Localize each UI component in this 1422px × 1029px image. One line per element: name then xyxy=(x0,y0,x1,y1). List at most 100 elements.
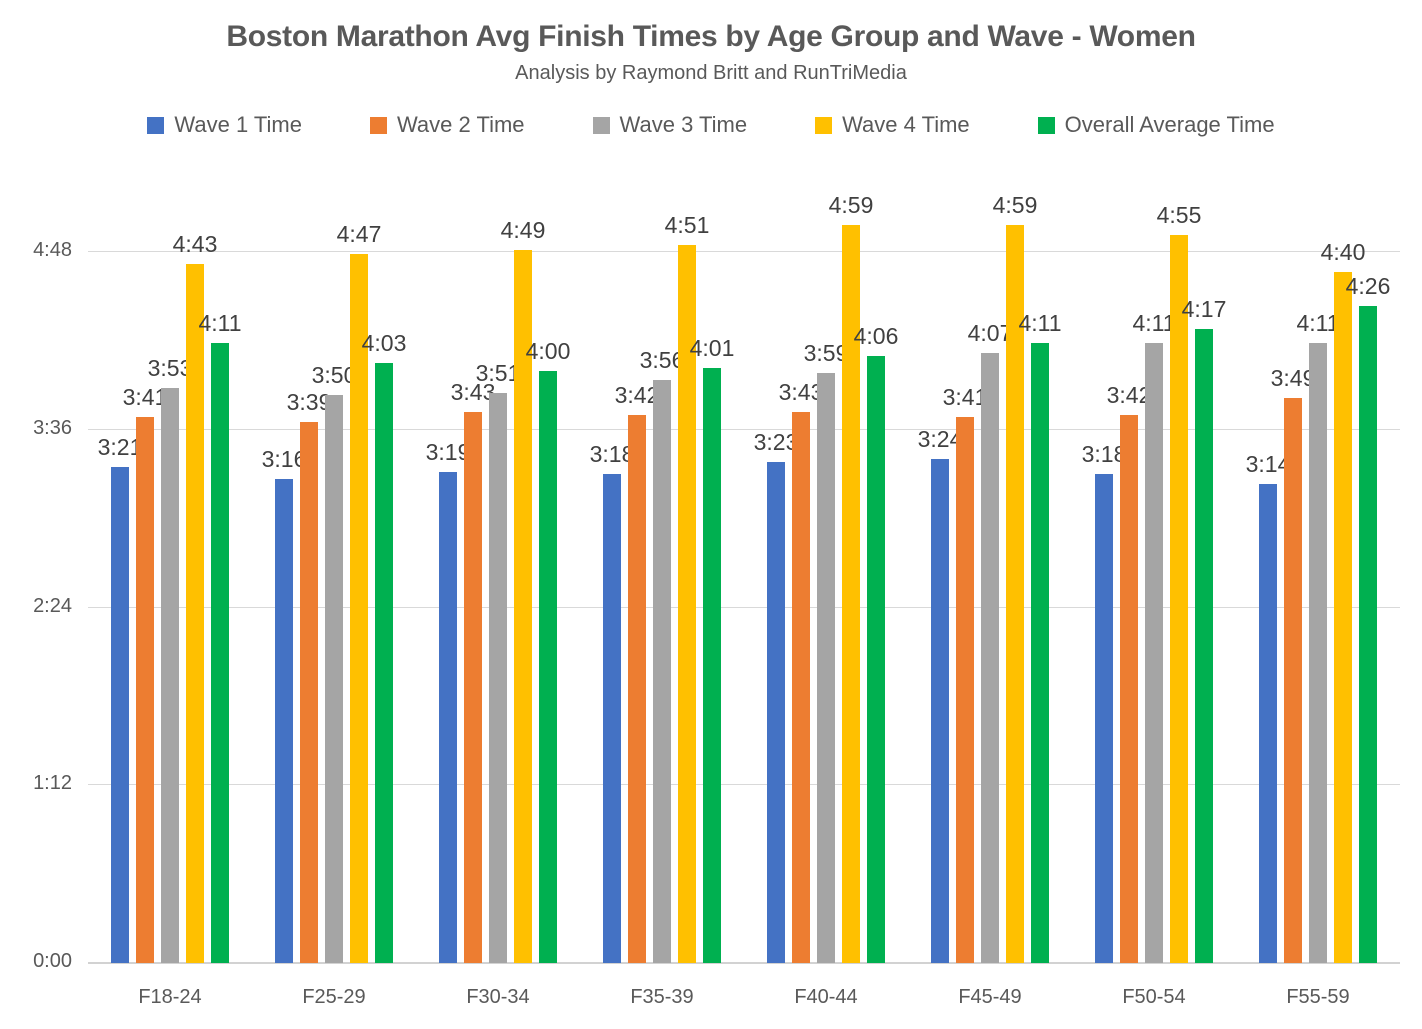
chart-title: Boston Marathon Avg Finish Times by Age … xyxy=(226,20,1196,53)
bar-data-label: 4:59 xyxy=(828,191,874,218)
bar-data-label: 3:53 xyxy=(147,354,193,381)
x-category-label: F18-24 xyxy=(138,986,202,1008)
y-tick-label: 3:36 xyxy=(33,416,72,439)
bar-overall-average-time-f25-29 xyxy=(375,363,393,963)
legend-swatch-overall-average-icon xyxy=(1037,116,1055,134)
bar-wave-2-time-f50-54 xyxy=(1120,414,1138,963)
legend-item-wave-2: Wave 2 Time xyxy=(369,112,525,138)
bar-data-label: 3:51 xyxy=(475,359,521,386)
bar-wave-2-time-f45-49 xyxy=(956,417,974,963)
bar-wave-4-time-f18-24 xyxy=(186,264,204,963)
legend-swatch-wave-4-icon xyxy=(815,116,833,134)
y-tick-label: 0:00 xyxy=(33,950,72,972)
legend-item-overall-average: Overall Average Time xyxy=(1037,112,1275,138)
legend-item-wave-3: Wave 3 Time xyxy=(592,112,748,138)
bar-wave-1-time-f50-54 xyxy=(1095,474,1113,963)
bar-wave-1-time-f45-49 xyxy=(931,459,949,963)
bar-wave-2-time-f25-29 xyxy=(300,422,318,963)
bar-data-label: 3:14 xyxy=(1245,451,1291,478)
bar-wave-4-time-f45-49 xyxy=(1006,224,1024,963)
bar-wave-4-time-f50-54 xyxy=(1170,234,1188,963)
y-tick-label: 2:24 xyxy=(33,594,72,617)
bar-data-label: 4:40 xyxy=(1320,238,1366,265)
bar-data-label: 4:55 xyxy=(1156,201,1202,228)
bar-data-label: 4:11 xyxy=(1132,310,1176,337)
legend-swatch-wave-2-icon xyxy=(369,116,387,134)
bar-overall-average-time-f40-44 xyxy=(867,355,885,963)
legend-item-wave-4: Wave 4 Time xyxy=(815,112,970,138)
bar-wave-4-time-f30-34 xyxy=(514,249,532,963)
bar-wave-1-time-f55-59 xyxy=(1259,484,1277,963)
bar-data-label: 4:43 xyxy=(172,231,218,258)
x-category-label: F30-34 xyxy=(466,986,530,1008)
bar-overall-average-time-f55-59 xyxy=(1359,306,1377,963)
x-category-label: F50-54 xyxy=(1122,986,1186,1008)
bar-data-label: 3:59 xyxy=(803,339,849,366)
bar-data-label: 3:16 xyxy=(261,446,307,473)
bar-data-label: 3:39 xyxy=(286,389,332,416)
x-category-label: F45-49 xyxy=(958,986,1022,1008)
bar-wave-4-time-f55-59 xyxy=(1334,271,1352,963)
bar-overall-average-time-f35-39 xyxy=(703,368,721,963)
bar-wave-1-time-f35-39 xyxy=(603,474,621,963)
bar-data-label: 4:06 xyxy=(853,322,899,349)
gridline xyxy=(88,784,1400,786)
legend-label: Wave 3 Time xyxy=(619,112,748,137)
bar-data-label: 3:49 xyxy=(1270,364,1316,391)
bar-data-label: 3:43 xyxy=(450,379,496,406)
bar-wave-3-time-f35-39 xyxy=(653,380,671,963)
legend-label: Overall Average Time xyxy=(1064,112,1275,137)
y-tick-label: 4:48 xyxy=(33,239,72,261)
legend-label: Wave 1 Time xyxy=(174,112,302,137)
x-category-label: F55-59 xyxy=(1286,986,1350,1008)
bar-data-label: 3:21 xyxy=(97,433,143,460)
x-category-label: F25-29 xyxy=(302,986,366,1008)
bar-wave-1-time-f18-24 xyxy=(111,466,129,963)
legend-item-wave-1: Wave 1 Time xyxy=(147,112,302,138)
bar-data-label: 3:18 xyxy=(589,441,635,468)
bar-data-label: 4:00 xyxy=(525,337,571,364)
gridline xyxy=(88,428,1400,430)
y-tick-label: 1:12 xyxy=(33,772,72,795)
legend: Wave 1 Time Wave 2 Time Wave 3 Time Wave… xyxy=(0,112,1422,138)
bar-wave-4-time-f35-39 xyxy=(678,244,696,963)
bar-data-label: 4:17 xyxy=(1181,295,1227,322)
legend-label: Wave 2 Time xyxy=(396,112,525,137)
bar-overall-average-time-f30-34 xyxy=(539,370,557,963)
bar-wave-3-time-f45-49 xyxy=(981,353,999,963)
bar-data-label: 4:59 xyxy=(992,191,1038,218)
bar-overall-average-time-f50-54 xyxy=(1195,328,1213,963)
legend-swatch-wave-1-icon xyxy=(147,116,165,134)
bar-wave-3-time-f55-59 xyxy=(1309,343,1327,963)
bar-wave-1-time-f30-34 xyxy=(439,471,457,963)
x-axis-line xyxy=(88,962,1400,964)
bar-data-label: 3:19 xyxy=(425,438,471,465)
bar-overall-average-time-f45-49 xyxy=(1031,343,1049,963)
bar-data-label: 4:47 xyxy=(336,221,382,248)
bar-data-label: 4:03 xyxy=(361,330,407,357)
bar-data-label: 3:23 xyxy=(753,428,799,455)
bar-wave-3-time-f18-24 xyxy=(161,387,179,963)
bar-data-label: 4:49 xyxy=(500,216,546,243)
bar-data-label: 3:42 xyxy=(1106,381,1152,408)
bar-data-label: 3:43 xyxy=(778,379,824,406)
bar-overall-average-time-f18-24 xyxy=(211,343,229,963)
bar-wave-4-time-f40-44 xyxy=(842,224,860,963)
bar-wave-2-time-f35-39 xyxy=(628,414,646,963)
legend-label: Wave 4 Time xyxy=(842,112,970,137)
bar-data-label: 4:51 xyxy=(664,211,710,238)
gridline xyxy=(88,606,1400,608)
bar-data-label: 3:56 xyxy=(639,347,685,374)
bar-wave-2-time-f40-44 xyxy=(792,412,810,963)
bar-data-label: 3:24 xyxy=(917,426,963,453)
bar-data-label: 3:41 xyxy=(942,384,988,411)
bar-wave-2-time-f55-59 xyxy=(1284,397,1302,963)
bar-data-label: 3:18 xyxy=(1081,441,1127,468)
bar-data-label: 4:01 xyxy=(689,335,735,362)
bar-wave-2-time-f30-34 xyxy=(464,412,482,963)
bar-data-label: 4:11 xyxy=(1018,310,1062,337)
bar-data-label: 4:07 xyxy=(967,320,1013,347)
bar-wave-1-time-f25-29 xyxy=(275,479,293,963)
bar-data-label: 3:42 xyxy=(614,381,660,408)
